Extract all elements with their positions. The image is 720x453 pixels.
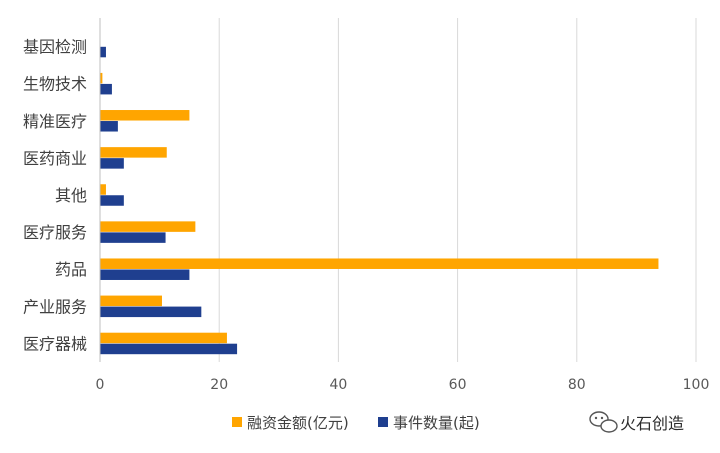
x-tick-label: 80: [568, 377, 586, 393]
bar-events: [100, 83, 112, 95]
legend-swatch: [378, 417, 388, 427]
bar-funding: [100, 258, 659, 269]
bar-funding: [100, 184, 106, 195]
bar-funding: [100, 332, 227, 344]
x-tick-label: 100: [683, 377, 710, 393]
category-label: 医药商业: [23, 149, 87, 168]
watermark-text: 火石创造: [620, 414, 684, 433]
category-label: 精准医疗: [23, 112, 87, 131]
bar-events: [100, 158, 124, 169]
bars: [100, 46, 659, 355]
x-tick-label: 20: [210, 377, 228, 393]
category-label: 其他: [55, 186, 87, 205]
legend-label: 事件数量(起): [393, 414, 480, 432]
bar-funding: [100, 147, 167, 158]
bar-events: [100, 306, 202, 318]
bar-events: [100, 46, 106, 58]
x-tick-label: 0: [96, 377, 105, 393]
bar-funding: [100, 221, 196, 232]
x-tick-labels: 0 20 40 60 80 100: [96, 377, 710, 393]
category-label: 生物技术: [23, 75, 87, 94]
wechat-icon: [589, 411, 618, 433]
bar-events: [100, 343, 238, 355]
category-label: 产业服务: [23, 297, 87, 316]
bar-funding: [100, 72, 103, 84]
legend: 融资金额(亿元) 事件数量(起): [232, 414, 480, 432]
category-label: 医疗服务: [23, 223, 87, 242]
category-label: 药品: [55, 260, 87, 279]
bar-events: [100, 121, 118, 132]
legend-swatch: [232, 417, 242, 427]
bar-events: [100, 269, 190, 280]
gridlines: [218, 18, 697, 362]
watermark: 火石创造: [589, 411, 684, 433]
bar-events: [100, 232, 166, 243]
bar-events: [100, 195, 124, 206]
x-tick-label: 40: [329, 377, 347, 393]
bar-funding: [100, 295, 162, 307]
category-label: 基因检测: [23, 38, 87, 57]
legend-label: 融资金额(亿元): [247, 414, 349, 432]
x-tick-label: 60: [449, 377, 467, 393]
category-label: 医疗器械: [23, 334, 87, 353]
bar-funding: [100, 110, 190, 121]
